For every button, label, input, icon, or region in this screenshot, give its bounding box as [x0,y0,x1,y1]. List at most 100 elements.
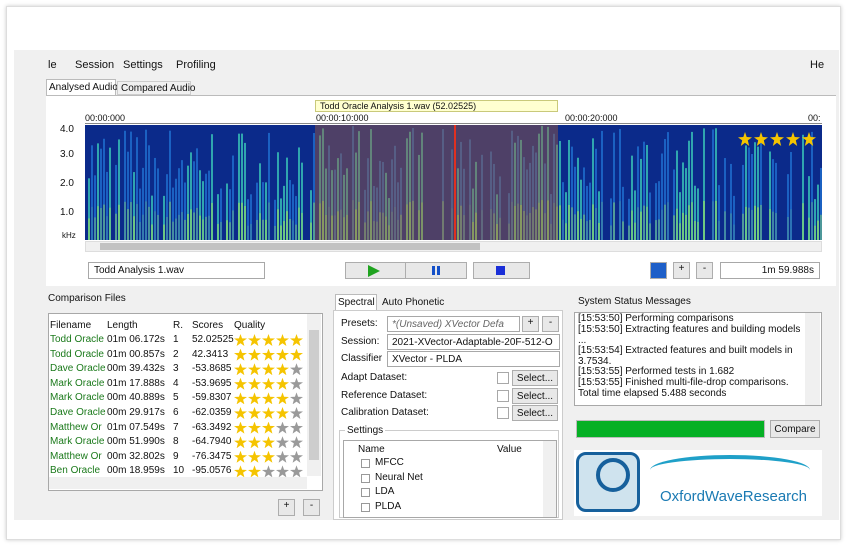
select-button[interactable]: Select... [512,370,558,386]
spectrogram-band [205,217,207,240]
table-cell[interactable]: Todd Oracle [50,334,104,345]
star [276,334,289,346]
column-header: Name [358,444,385,455]
spectrogram-band [130,202,132,240]
table-cell: 5 [173,392,179,403]
spectrogram-band [679,223,681,240]
table-scroll-thumb[interactable] [309,330,319,460]
spectrogram[interactable] [85,125,822,240]
star [290,363,303,375]
star [234,378,247,390]
settings-item[interactable]: PLDA [375,501,401,512]
app-window: le Session Settings Profiling He Analysed Aud… [0,0,849,546]
checkbox[interactable] [497,372,509,384]
spectrogram-band [232,210,234,240]
menu-item[interactable]: He [810,59,824,71]
spectrogram-band [175,219,177,240]
checkbox[interactable] [497,390,509,402]
spectrogram-band [196,208,198,240]
spectrogram-band [184,220,186,240]
add-file[interactable]: + [278,499,295,516]
menu-item[interactable]: le [48,59,57,71]
spectrogram-band [598,223,600,240]
table-cell[interactable]: Matthew Or [50,422,102,433]
spectrogram-band [688,205,690,240]
time-label: 00:00:000 [85,113,125,123]
section-title: Comparison Files [48,293,126,304]
tab[interactable]: Auto Phonetic [382,297,444,308]
freq-label: 4.0 [60,124,74,135]
spectrogram-band [256,220,258,240]
tab[interactable]: Compared Audio [117,81,191,95]
pause-button[interactable] [405,262,467,279]
status-scroll[interactable] [805,313,820,405]
spectrogram-band [262,220,264,240]
spectrogram-band [97,206,99,240]
star [754,132,768,146]
tab[interactable]: Analysed Audio [46,79,116,95]
spectrogram-band [697,222,699,240]
spectrogram-band [154,211,156,240]
spectrogram-band [298,208,300,240]
quality-stars [234,436,306,448]
table-cell[interactable]: Dave Oracle [50,363,106,374]
spectrogram-band [820,215,822,240]
star [262,436,275,448]
table-cell: 00m 51.990s [107,436,165,447]
column-header: Scores [192,320,223,331]
settings-item[interactable]: LDA [375,486,394,497]
remove-file[interactable]: - [303,499,320,516]
table-cell[interactable]: Matthew Or [50,451,102,462]
spectrogram-band [178,215,180,240]
spectrogram-band [589,220,591,240]
compare-button[interactable]: Compare [770,420,820,438]
menu-item[interactable]: Profiling [176,59,216,71]
select-button[interactable]: Select... [512,388,558,404]
table-cell: -53.9695 [192,378,231,389]
star [262,451,275,463]
star [234,451,247,463]
table-cell: 9 [173,451,179,462]
star [290,422,303,434]
spectrogram-band [148,207,150,240]
table-cell[interactable]: Ben Oracle [50,465,100,476]
filename-box: Todd Analysis 1.wav [88,262,265,279]
spectrogram-band [115,214,117,240]
settings-item[interactable]: MFCC [375,457,404,468]
table-cell[interactable]: Todd Oracle [50,349,104,360]
table-cell: 8 [173,436,179,447]
table-cell[interactable]: Mark Oracle [50,378,104,389]
zoom-out[interactable]: - [696,262,713,279]
settings-scroll[interactable] [543,441,556,517]
preset-add[interactable]: + [522,316,539,332]
spectrogram-band [658,219,660,240]
view-button[interactable] [650,262,667,279]
spectrogram-band [229,222,231,240]
table-cell[interactable]: Mark Oracle [50,392,104,403]
menu-item[interactable]: Settings [123,59,163,71]
checkbox[interactable] [497,407,509,419]
pause-icon [432,266,435,275]
settings-item[interactable]: Neural Net [375,472,423,483]
zoom-in[interactable]: + [673,262,690,279]
scroll-thumb[interactable] [100,243,480,250]
spectrogram-band [166,217,168,240]
spectrogram-band [163,225,165,240]
preset-remove[interactable]: - [542,316,559,332]
spectrogram-band [580,219,582,240]
spectrogram-band [259,213,261,240]
menu-item[interactable]: Session [75,59,114,71]
dataset-label: Reference Dataset: [341,390,427,401]
dropdown[interactable]: XVector - PLDA [387,351,560,367]
dropdown[interactable]: *(Unsaved) XVector Defa [387,316,520,332]
table-hscroll[interactable] [49,477,307,489]
table-cell[interactable]: Mark Oracle [50,436,104,447]
tab[interactable]: Spectral [335,294,377,310]
spectrogram-band [601,202,603,240]
dropdown[interactable]: 2021-XVector-Adaptable-20F-512-O [387,334,560,350]
spectrogram-band [136,204,138,240]
star [262,349,275,361]
select-button[interactable]: Select... [512,405,558,421]
table-cell[interactable]: Dave Oracle [50,407,106,418]
stop-icon [496,266,505,275]
